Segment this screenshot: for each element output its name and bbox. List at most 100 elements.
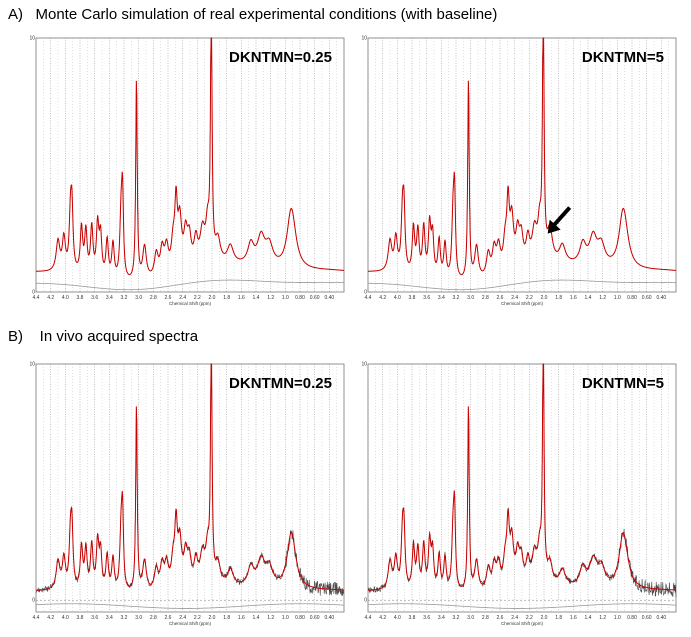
x-tick-label: 0.80 bbox=[627, 615, 637, 621]
baseline-line bbox=[36, 279, 345, 291]
x-tick-label: 3.8 bbox=[77, 295, 84, 301]
x-tick-label: 1.2 bbox=[267, 295, 274, 301]
x-tick-label: 4.4 bbox=[365, 295, 372, 301]
x-tick-label: 2.0 bbox=[209, 615, 216, 621]
x-tick-label: 2.8 bbox=[150, 295, 157, 301]
x-tick-label: 1.4 bbox=[253, 615, 260, 621]
x-tick-label: 1.8 bbox=[555, 615, 562, 621]
y-tick-label: 10 bbox=[361, 362, 367, 368]
x-tick-label: 3.6 bbox=[91, 295, 98, 301]
x-tick-label: 3.4 bbox=[106, 615, 113, 621]
fit-line bbox=[35, 363, 345, 591]
x-tick-label: 2.4 bbox=[179, 295, 186, 301]
dkntmn-label: DKNTMN=0.25 bbox=[229, 375, 332, 392]
x-tick-label: 0.80 bbox=[627, 295, 637, 301]
x-tick-label: 1.6 bbox=[238, 615, 245, 621]
x-tick-label: 0.60 bbox=[642, 615, 652, 621]
x-tick-label: 3.8 bbox=[409, 615, 416, 621]
x-tick-label: 3.4 bbox=[106, 295, 113, 301]
x-tick-label: 0.80 bbox=[295, 615, 305, 621]
x-tick-label: 2.6 bbox=[497, 295, 504, 301]
x-tick-label: 3.0 bbox=[467, 615, 474, 621]
x-tick-label: 4.0 bbox=[394, 615, 401, 621]
x-tick-label: 1.6 bbox=[238, 295, 245, 301]
fit-line bbox=[367, 363, 677, 591]
x-tick-label: 1.2 bbox=[267, 615, 274, 621]
dkntmn-label: DKNTMN=5 bbox=[582, 375, 664, 392]
spectrum-chart-a-right: 4.4 4.2 4.0 3.8 3.6 3.4 3.2 3.0 2.8 2.6 2.4 2.2 2.0 1… bbox=[361, 36, 677, 306]
x-tick-label: 1.8 bbox=[555, 295, 562, 301]
baseline-line bbox=[367, 603, 677, 609]
x-tick-label: 2.0 bbox=[209, 295, 216, 301]
x-tick-label: 3.0 bbox=[467, 295, 474, 301]
x-tick-label: 0.60 bbox=[642, 295, 652, 301]
x-tick-label: 1.2 bbox=[599, 295, 606, 301]
x-tick-label: 0.40 bbox=[324, 615, 334, 621]
fit-line bbox=[367, 37, 677, 276]
spectrum-chart-a-left: 4.4 4.2 4.0 3.8 3.6 3.4 3.2 3.0 2.8 2.6 2.4 2.2 2.0 1… bbox=[29, 36, 345, 306]
x-tick-label: 2.0 bbox=[541, 615, 548, 621]
x-tick-label: 4.2 bbox=[47, 615, 54, 621]
y-tick-label: 0 bbox=[364, 598, 367, 604]
x-tick-label: 0.40 bbox=[656, 615, 666, 621]
x-tick-label: 1.8 bbox=[223, 615, 230, 621]
x-tick-label: 1.4 bbox=[585, 615, 592, 621]
x-tick-label: 2.4 bbox=[511, 295, 518, 301]
x-tick-label: 3.4 bbox=[438, 615, 445, 621]
y-tick-label: 10 bbox=[29, 36, 35, 42]
x-tick-label: 4.4 bbox=[365, 615, 372, 621]
x-tick-label: 2.2 bbox=[526, 295, 533, 301]
x-tick-label: 0.60 bbox=[310, 295, 320, 301]
x-axis-label: Chemical Shift (ppm) bbox=[501, 621, 544, 626]
x-tick-label: 3.2 bbox=[453, 615, 460, 621]
spectrum-panel-b-right: 4.4 4.2 4.0 3.8 3.6 3.4 3.2 3.0 2.8 2.6 2.4 2.2 2.0 1… bbox=[361, 358, 680, 634]
x-tick-label: 2.8 bbox=[482, 615, 489, 621]
x-tick-label: 4.2 bbox=[379, 615, 386, 621]
x-tick-label: 3.0 bbox=[135, 295, 142, 301]
x-tick-label: 2.4 bbox=[179, 615, 186, 621]
x-tick-label: 1.6 bbox=[570, 615, 577, 621]
x-tick-label: 1.4 bbox=[253, 295, 260, 301]
section-b-title: B) In vivo acquired spectra bbox=[8, 328, 199, 345]
x-tick-label: 0.80 bbox=[295, 295, 305, 301]
dkntmn-label: DKNTMN=5 bbox=[582, 49, 664, 66]
spectrum-panel-a-right: 4.4 4.2 4.0 3.8 3.6 3.4 3.2 3.0 2.8 2.6 2.4 2.2 2.0 1… bbox=[361, 32, 680, 314]
y-tick-label: 10 bbox=[29, 362, 35, 368]
x-tick-label: 4.0 bbox=[62, 295, 69, 301]
x-tick-label: 2.0 bbox=[541, 295, 548, 301]
x-tick-label: 1.2 bbox=[599, 615, 606, 621]
x-tick-label: 2.6 bbox=[165, 615, 172, 621]
x-tick-label: 3.0 bbox=[135, 615, 142, 621]
baseline-line bbox=[35, 603, 345, 609]
x-tick-label: 2.2 bbox=[194, 615, 201, 621]
x-tick-label: 2.8 bbox=[482, 295, 489, 301]
y-tick-label: 0 bbox=[364, 290, 367, 296]
x-tick-label: 3.6 bbox=[423, 295, 430, 301]
x-tick-label: 0.40 bbox=[656, 295, 666, 301]
x-tick-label: 2.6 bbox=[497, 615, 504, 621]
x-tick-label: 2.2 bbox=[526, 615, 533, 621]
fit-line bbox=[35, 37, 345, 276]
x-tick-label: 4.4 bbox=[33, 295, 40, 301]
x-tick-label: 1.0 bbox=[282, 295, 289, 301]
y-tick-label: 10 bbox=[361, 36, 367, 42]
x-tick-label: 3.2 bbox=[453, 295, 460, 301]
dkntmn-label: DKNTMN=0.25 bbox=[229, 49, 332, 66]
x-tick-label: 4.0 bbox=[62, 615, 69, 621]
data-line bbox=[35, 363, 345, 596]
x-tick-label: 4.2 bbox=[47, 295, 54, 301]
spectrum-panel-b-left: 4.4 4.2 4.0 3.8 3.6 3.4 3.2 3.0 2.8 2.6 2.4 2.2 2.0 1… bbox=[29, 358, 348, 634]
x-tick-label: 1.0 bbox=[614, 295, 621, 301]
x-tick-label: 3.2 bbox=[121, 295, 128, 301]
x-tick-label: 3.6 bbox=[423, 615, 430, 621]
x-tick-label: 2.6 bbox=[165, 295, 172, 301]
x-tick-label: 3.4 bbox=[438, 295, 445, 301]
x-tick-label: 2.2 bbox=[194, 295, 201, 301]
baseline-line bbox=[368, 279, 677, 291]
y-tick-label: 0 bbox=[32, 290, 35, 296]
x-tick-label: 4.0 bbox=[394, 295, 401, 301]
x-tick-label: 3.8 bbox=[77, 615, 84, 621]
spectrum-chart-b-left: 4.4 4.2 4.0 3.8 3.6 3.4 3.2 3.0 2.8 2.6 2.4 2.2 2.0 1… bbox=[29, 362, 345, 626]
spectrum-chart-b-right: 4.4 4.2 4.0 3.8 3.6 3.4 3.2 3.0 2.8 2.6 2.4 2.2 2.0 1… bbox=[361, 362, 677, 626]
x-tick-label: 1.4 bbox=[585, 295, 592, 301]
